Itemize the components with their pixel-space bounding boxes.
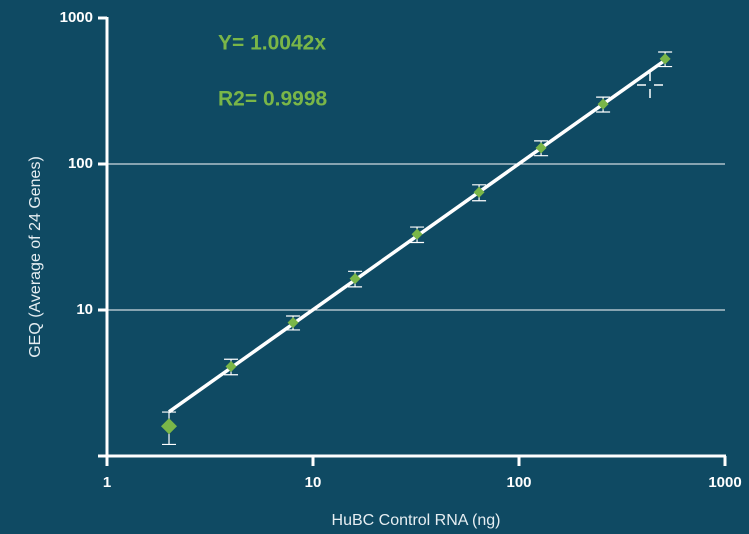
cursor (637, 72, 663, 98)
data-point (287, 317, 299, 329)
y-tick-label: 10 (76, 301, 93, 318)
x-tick-label: 1 (103, 474, 111, 491)
data-point (473, 186, 485, 198)
equation: Y= 1.0042x (218, 32, 326, 55)
data-point (535, 142, 547, 154)
x-tick-label: 100 (506, 474, 531, 491)
data-point (349, 273, 361, 285)
data-point (225, 361, 237, 373)
r-squared: R2= 0.9998 (218, 88, 327, 111)
y-tick-label: 1000 (60, 9, 93, 26)
x-tick-label: 10 (305, 474, 322, 491)
data-point (659, 53, 671, 65)
data-point (411, 228, 423, 240)
y-tick-label: 100 (68, 155, 93, 172)
x-axis-title: HuBC Control RNA (ng) (332, 512, 501, 529)
data-point (161, 418, 178, 435)
y-axis-title: GEQ (Average of 24 Genes) (27, 156, 44, 358)
data-point (597, 98, 609, 110)
x-tick-label: 1000 (708, 474, 741, 491)
